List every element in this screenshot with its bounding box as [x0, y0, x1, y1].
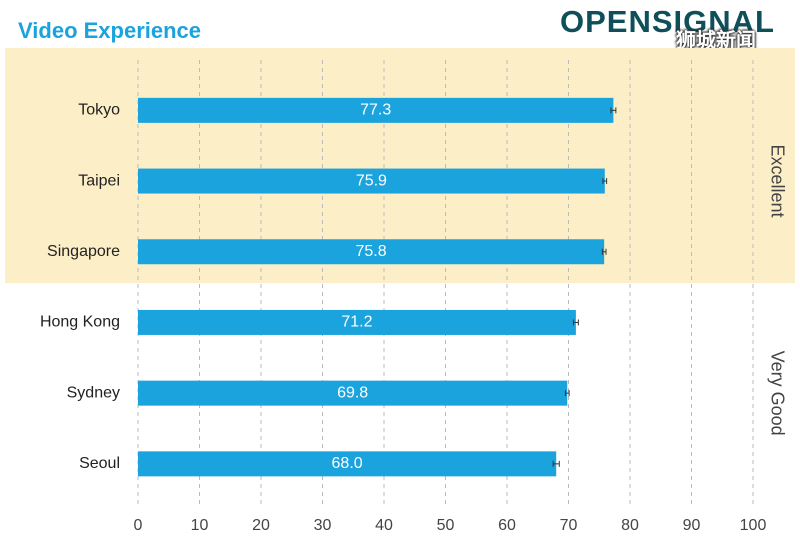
band-labels: Excellent Very Good: [767, 145, 787, 436]
watermark-text: 狮城新闻: [676, 30, 756, 52]
bar-value-label: 71.2: [341, 314, 372, 331]
band-label: Excellent: [767, 145, 787, 218]
category-label: Singapore: [47, 243, 120, 260]
category-label: Tokyo: [78, 102, 120, 119]
bars: 77.3 75.9 75.8 71.2 69.8 68.0: [138, 97, 617, 477]
band-label: Very Good: [767, 351, 787, 436]
x-tick-label: 90: [683, 517, 701, 534]
x-tick-label: 60: [498, 517, 516, 534]
x-tick-label: 100: [740, 517, 767, 534]
category-label: Sydney: [67, 384, 120, 401]
bar: [138, 168, 605, 194]
x-tick-label: 30: [314, 517, 332, 534]
vertical-gridlines: [137, 60, 754, 505]
bar: [138, 451, 557, 477]
bar: [138, 239, 605, 265]
category-label: Seoul: [79, 455, 120, 472]
x-tick-label: 80: [621, 517, 639, 534]
x-tick-label: 20: [252, 517, 270, 534]
category-label: Taipei: [78, 172, 120, 189]
x-tick-label: 50: [437, 517, 455, 534]
x-tick-label: 40: [375, 517, 393, 534]
x-tick-label: 70: [560, 517, 578, 534]
bar-value-label: 68.0: [332, 455, 363, 472]
chart-title: Video Experience: [18, 18, 202, 43]
bar: [138, 97, 614, 123]
bar: [138, 309, 576, 335]
x-tick-label: 10: [191, 517, 209, 534]
bar-value-label: 75.9: [356, 172, 387, 189]
category-labels: Tokyo Taipei Singapore Hong Kong Sydney Seoul: [40, 102, 120, 473]
x-axis-ticks: 0 10 20 30 40 50 60 70 80 90 100: [134, 517, 767, 534]
bar-value-label: 75.8: [356, 243, 387, 260]
logo-text: OPENSIGNAL: [560, 4, 775, 39]
x-tick-label: 0: [134, 517, 143, 534]
category-label: Hong Kong: [40, 314, 120, 331]
bar: [138, 380, 568, 406]
opensignal-logo: OPENSIGNAL: [560, 4, 792, 44]
bar-value-label: 69.8: [337, 384, 368, 401]
bar-value-label: 77.3: [360, 102, 391, 119]
